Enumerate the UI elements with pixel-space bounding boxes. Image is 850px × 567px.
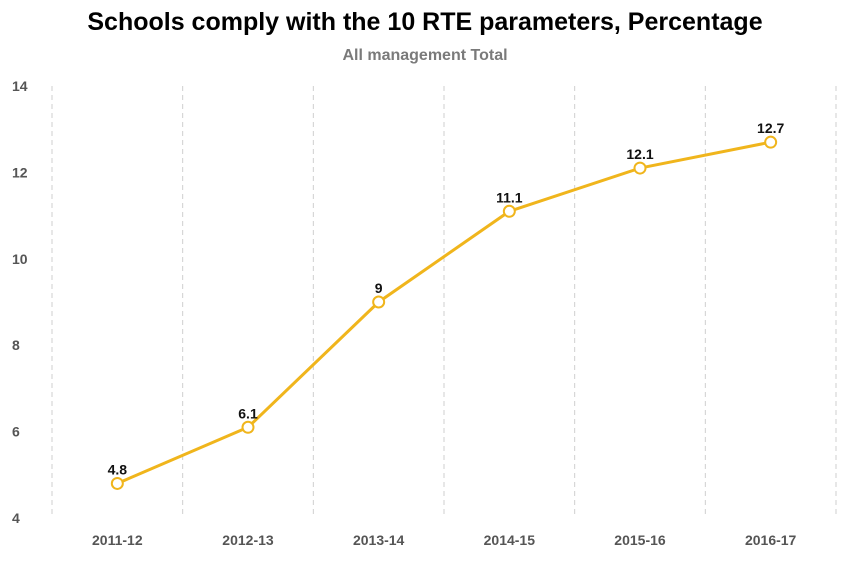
data-label: 4.8: [108, 461, 128, 477]
y-tick-label: 6: [12, 424, 20, 440]
x-tick-label: 2016-17: [745, 532, 797, 548]
data-point: [764, 135, 778, 149]
y-tick-label: 10: [12, 251, 28, 267]
data-label: 6.1: [238, 405, 258, 421]
data-point: [110, 476, 124, 490]
chart-title: Schools comply with the 10 RTE parameter…: [87, 8, 763, 36]
data-label: 12.7: [757, 120, 784, 136]
x-tick-label: 2013-14: [353, 532, 405, 548]
x-tick-label: 2012-13: [222, 532, 274, 548]
data-point: [502, 204, 516, 218]
x-tick-label: 2015-16: [614, 532, 666, 548]
y-tick-label: 14: [12, 78, 28, 94]
x-tick-label: 2011-12: [92, 532, 143, 548]
data-point: [633, 161, 647, 175]
data-point: [241, 420, 255, 434]
y-tick-label: 8: [12, 337, 20, 353]
data-label: 9: [375, 280, 383, 296]
x-tick-label: 2014-15: [484, 532, 536, 548]
series-line: [115, 140, 773, 485]
y-tick-label: 4: [12, 510, 20, 526]
chart-subtitle: All management Total: [342, 47, 508, 64]
data-point: [372, 295, 386, 309]
data-label: 12.1: [626, 146, 653, 162]
data-label: 11.1: [496, 189, 523, 205]
y-tick-label: 12: [12, 164, 28, 180]
